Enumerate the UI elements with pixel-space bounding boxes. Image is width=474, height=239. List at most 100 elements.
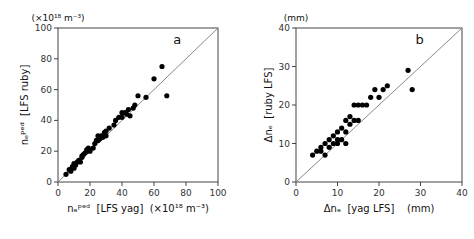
scatter-point: [119, 115, 124, 120]
scatter-point: [339, 126, 344, 131]
y-tick: [292, 105, 296, 106]
identity-line: [296, 28, 462, 182]
x-tick-label: 0: [55, 188, 61, 198]
y-tick-label: 20: [41, 146, 53, 156]
y-tick-label: 10: [279, 139, 291, 149]
x-tick: [379, 182, 380, 186]
scatter-point: [381, 87, 386, 92]
x-tick: [90, 182, 91, 186]
scatter-point: [103, 133, 108, 138]
x-tick: [58, 182, 59, 186]
y-tick: [54, 58, 58, 59]
scatter-point: [111, 122, 116, 127]
x-tick-label: 40: [116, 188, 128, 198]
scatter-point: [322, 141, 327, 146]
y-units-label: (mm): [284, 13, 309, 23]
y-tick-label: 100: [35, 23, 52, 33]
x-tick-label: 60: [148, 188, 160, 198]
y-axis-label: nₑᵖᵉᵈ [LFS ruby]: [19, 65, 30, 146]
scatter-point: [385, 83, 390, 88]
y-tick-label: 40: [279, 23, 291, 33]
scatter-point: [331, 133, 336, 138]
x-tick: [462, 182, 463, 186]
scatter-point: [318, 145, 323, 150]
plot-frame: [296, 28, 462, 182]
scatter-point: [322, 152, 327, 157]
x-tick-label: 40: [456, 188, 468, 198]
y-tick: [292, 66, 296, 67]
scatter-point: [164, 93, 169, 98]
y-units-label: (×10¹⁸ m⁻³): [31, 13, 84, 23]
x-tick-label: 20: [373, 188, 385, 198]
scatter-point: [143, 95, 148, 100]
y-tick-label: 40: [41, 115, 53, 125]
scatter-point: [405, 68, 410, 73]
y-tick: [54, 89, 58, 90]
scatter-point: [135, 93, 140, 98]
scatter-point: [376, 95, 381, 100]
identity-line: [58, 28, 218, 182]
plot-area: [58, 28, 218, 182]
x-tick: [337, 182, 338, 186]
scatter-point: [132, 102, 137, 107]
scatter-point: [126, 107, 131, 112]
scatter-point: [339, 137, 344, 142]
x-tick-label: 30: [415, 188, 427, 198]
scatter-point: [356, 118, 361, 123]
scatter-point: [372, 87, 377, 92]
scatter-point: [347, 114, 352, 119]
scatter-point: [91, 146, 96, 151]
panel: 020406080100020406080100nₑᵖᵉᵈ [LFS yag] …: [19, 13, 227, 214]
x-tick-label: 80: [180, 188, 192, 198]
scatter-point: [343, 141, 348, 146]
y-tick-label: 0: [284, 177, 290, 187]
scatter-point: [347, 122, 352, 127]
y-tick-label: 80: [41, 54, 53, 64]
y-tick: [54, 28, 58, 29]
y-tick: [292, 28, 296, 29]
scatter-point: [364, 102, 369, 107]
x-tick: [154, 182, 155, 186]
scatter-point: [127, 113, 132, 118]
y-tick-label: 20: [279, 100, 291, 110]
x-tick: [186, 182, 187, 186]
y-tick-label: 60: [41, 85, 53, 95]
panel-label: b: [416, 32, 424, 47]
y-axis-label: Δnₑ [ruby LFS]: [263, 67, 274, 142]
scatter-point: [310, 152, 315, 157]
y-tick: [54, 182, 58, 183]
scatter-point: [327, 145, 332, 150]
scatter-point: [343, 129, 348, 134]
figure: 020406080100020406080100nₑᵖᵉᵈ [LFS yag] …: [0, 0, 474, 239]
plot-frame: [58, 28, 218, 182]
scatter-point: [151, 76, 156, 81]
x-tick-label: 0: [293, 188, 299, 198]
x-tick-label: 100: [209, 188, 226, 198]
x-axis-label: Δnₑ [yag LFS] (mm): [324, 203, 435, 214]
scatter-point: [63, 172, 68, 177]
scatter-point: [410, 87, 415, 92]
y-tick-label: 30: [279, 62, 291, 72]
scatter-point: [368, 95, 373, 100]
x-tick-label: 10: [332, 188, 344, 198]
scatter-point: [343, 118, 348, 123]
panel-label: a: [173, 32, 181, 47]
scatter-point: [78, 159, 83, 164]
y-tick: [292, 143, 296, 144]
scatter-point: [107, 126, 112, 131]
x-tick-label: 20: [84, 188, 96, 198]
x-tick: [420, 182, 421, 186]
plot-area: [296, 28, 462, 182]
y-tick: [54, 120, 58, 121]
x-tick: [296, 182, 297, 186]
y-tick: [292, 182, 296, 183]
y-tick-label: 0: [46, 177, 52, 187]
x-tick: [122, 182, 123, 186]
scatter-point: [327, 137, 332, 142]
scatter-point: [335, 129, 340, 134]
y-tick: [54, 151, 58, 152]
scatter-point: [159, 64, 164, 69]
panel: 0 10 20 30 40 0 10 20 30 40 Δnₑ [yag LFS] (mm) Δnₑ …: [263, 13, 468, 214]
x-axis-label: nₑᵖᵉᵈ [LFS yag] (×10¹⁸ m⁻³): [67, 203, 209, 214]
x-tick: [218, 182, 219, 186]
